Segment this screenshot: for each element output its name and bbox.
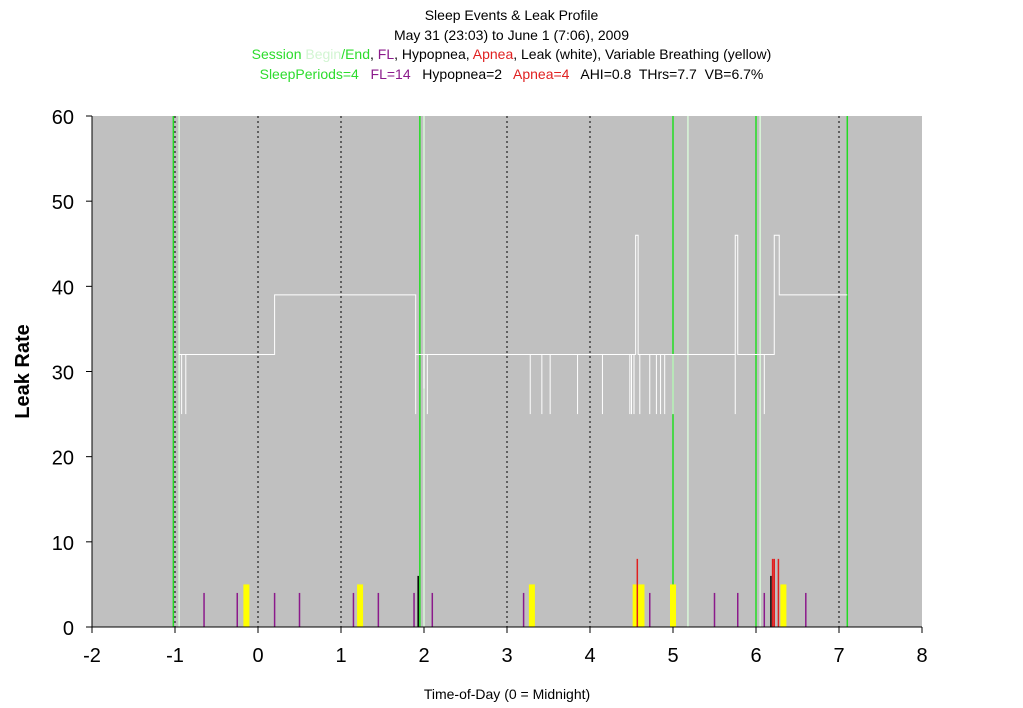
variable-breathing-bar — [638, 584, 645, 627]
legend-sep: , — [370, 46, 378, 62]
legend-begin: Begin — [305, 46, 342, 62]
y-tick-label: 10 — [52, 533, 74, 555]
stat-sleep-periods: SleepPeriods=4 — [259, 65, 359, 82]
legend-rest: , Leak (white), Variable Breathing (yell… — [513, 46, 772, 62]
variable-breathing-bar — [670, 584, 676, 627]
y-tick-label: 30 — [52, 363, 74, 385]
axes: -2 -1 0 1 2 3 4 5 6 7 8 0 10 20 30 40 50 60 — [52, 107, 928, 667]
x-tick-label: 7 — [833, 645, 844, 667]
stat-hypopnea: Hypopnea=2 — [422, 65, 503, 82]
chart-title: Sleep Events & Leak Profile — [424, 7, 599, 23]
variable-breathing-bar — [528, 584, 535, 627]
x-tick-label: 8 — [916, 645, 927, 667]
legend-hypopnea: , Hypopnea, — [394, 46, 473, 62]
variable-breathing-bar — [780, 584, 787, 627]
legend-apnea: Apnea — [472, 46, 514, 62]
session-markers — [172, 116, 849, 627]
variable-breathing-bar — [632, 584, 639, 627]
stats-line: SleepPeriods=4 FL=14 Hypopnea=2 Apnea=4 … — [0, 65, 1023, 85]
leak-series — [179, 234, 848, 415]
x-tick-label: 6 — [750, 645, 761, 667]
chart-subtitle: May 31 (23:03) to June 1 (7:06), 2009 — [393, 26, 630, 43]
x-tick-label: 3 — [501, 645, 512, 667]
y-tick-label: 50 — [52, 192, 74, 214]
x-tick-label: 5 — [667, 645, 678, 667]
x-tick-label: 0 — [252, 645, 263, 667]
x-tick-label: -2 — [83, 645, 101, 667]
y-tick-label: 20 — [52, 448, 74, 470]
leak-line — [179, 234, 848, 355]
x-tick-label: 1 — [335, 645, 346, 667]
legend-session: Session — [251, 46, 306, 62]
stat-fl: FL=14 — [370, 65, 411, 82]
y-tick-label: 60 — [52, 107, 74, 129]
event-markers — [203, 558, 807, 627]
legend-end: /End — [341, 46, 370, 62]
legend-fl: FL — [377, 46, 395, 62]
x-axis-title: Time-of-Day (0 = Midnight) — [424, 686, 590, 702]
y-tick-label: 0 — [63, 618, 74, 640]
chart-header: Sleep Events & Leak Profile May 31 (23:0… — [0, 6, 1023, 84]
variable-breathing-bar — [357, 584, 364, 627]
variable-breathing-bar — [243, 584, 250, 627]
x-tick-label: 2 — [418, 645, 429, 667]
stat-rest: AHI=0.8 THrs=7.7 VB=6.7% — [580, 65, 764, 82]
y-axis-title: Leak Rate — [12, 324, 34, 419]
stat-apnea: Apnea=4 — [513, 65, 570, 82]
x-tick-label: -1 — [166, 645, 184, 667]
y-tick-label: 40 — [52, 277, 74, 299]
x-tick-label: 4 — [584, 645, 595, 667]
legend-line: Session Begin/End, FL, Hypopnea, Apnea, … — [0, 45, 1023, 65]
